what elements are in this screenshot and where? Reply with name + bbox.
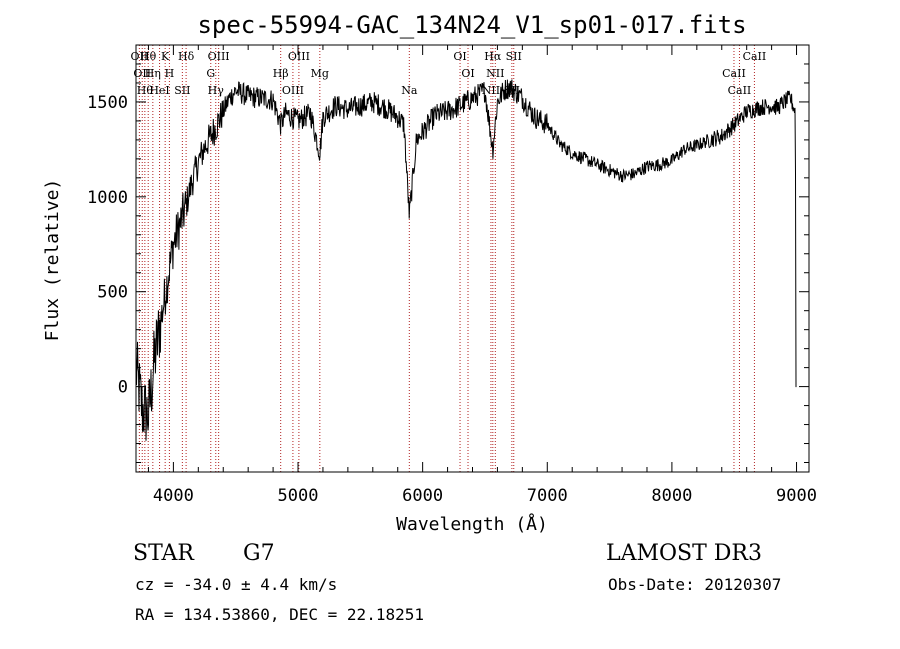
x-tick-label: 6000 [402,486,443,506]
spectral-line-label: OIII [282,84,304,97]
redshift-velocity: cz = -34.0 ± 4.4 km/s [135,575,337,594]
chart-title: spec-55994-GAC_134N24_V1_sp01-017.fits [197,11,746,39]
spectral-line-label: HeI [149,84,169,97]
spectral-line-label: Hθ [140,50,157,63]
line-labels: OIIOIIHθHθHηHeIKHSIIHδGHγOIIIHβOIIIOIIIM… [131,50,767,97]
x-tick-label: 8000 [651,486,692,506]
line-markers [138,45,755,472]
x-tick-label: 4000 [153,486,194,506]
x-tick-label: 7000 [527,486,568,506]
spectral-line-label: NII [482,84,500,97]
spectral-line-label: OIII [208,50,230,63]
spectral-line-label: CaII [743,50,767,63]
spectral-line-label: Hβ [273,67,289,80]
spectral-line-label: OI [461,67,474,80]
spectral-line-label: Mg [311,67,329,80]
spectral-line-label: Hγ [208,84,225,97]
y-tick-label: 500 [97,283,128,303]
spectral-line-label: CaII [728,84,752,97]
y-tick-label: 0 [118,378,128,398]
spectral-line-label: H [165,67,175,80]
object-class: STAR [133,541,195,566]
x-tick-label: 5000 [278,486,319,506]
plot-frame [135,44,810,473]
spectral-line-label: Hδ [178,50,195,63]
x-tick-label: 9000 [776,486,817,506]
spectral-line-label: Hθ [137,84,154,97]
y-axis-label: Flux (relative) [42,179,63,342]
spectral-line-label: OII [131,50,149,63]
spectrum-series-line [135,79,797,441]
spectral-line-label: SII [174,84,190,97]
y-tick-label: 1000 [87,188,128,208]
coordinates: RA = 134.53860, DEC = 22.18251 [135,605,424,624]
y-axis-ticks: 0 500 1000 1500 [87,63,809,464]
survey-name: LAMOST DR3 [606,541,762,566]
spectral-line-label: OI [453,50,466,63]
spectral-line-label: Hα [484,50,502,63]
spectral-line-label: SII [506,50,522,63]
spectral-line-label: OIII [288,50,310,63]
spectral-line-label: NII [486,67,504,80]
observation-date: Obs-Date: 20120307 [608,575,781,594]
spectral-line-label: Na [401,84,418,97]
x-axis-label: Wavelength (Å) [396,513,548,535]
spectral-line-label: G [206,67,215,80]
object-subclass: G7 [243,541,275,566]
y-tick-label: 1500 [87,93,128,113]
x-axis-ticks: 4000 5000 6000 7000 8000 9000 [147,45,817,506]
spectral-line-label: OII [133,67,151,80]
spectral-line-label: K [161,50,170,63]
spectral-line-label: CaII [722,67,746,80]
spectral-line-label: Hη [145,67,161,80]
